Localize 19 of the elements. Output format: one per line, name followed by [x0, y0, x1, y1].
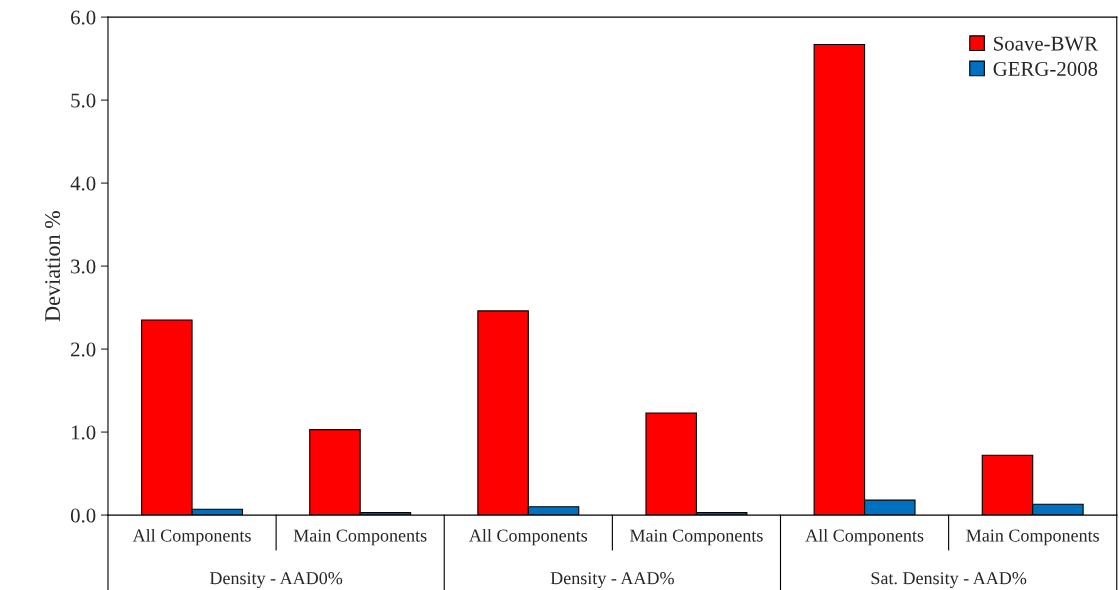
y-axis-title: Deviation %	[45, 211, 61, 322]
y-tick-label: 5.0	[71, 93, 96, 108]
y-tick-label: 6.0	[71, 10, 96, 25]
x-tick-label: All Components	[469, 528, 588, 546]
text: Density - AAD0%	[209, 572, 343, 588]
x-tick-label: All Components	[132, 528, 251, 546]
y-tick-label: 3.0	[71, 259, 96, 274]
text: Density - AAD%	[550, 572, 674, 588]
y-tick-label: 2.0	[71, 342, 96, 357]
text: Sat. Density - AAD%	[871, 572, 1027, 588]
y-tick-label: 1.0	[71, 425, 96, 440]
x-tick-label: All Components	[805, 528, 924, 546]
x-tick-label: Main Components	[966, 529, 1099, 546]
y-tick-label: 0.0	[70, 508, 96, 523]
y-tick-label: 4.0	[70, 176, 96, 191]
x-tick-label: Main Components	[293, 529, 427, 546]
x-tick-label: Main Components	[630, 529, 763, 546]
legend-label: GERG-2008	[993, 61, 1098, 76]
legend-label: Soave-BWR	[994, 36, 1098, 51]
